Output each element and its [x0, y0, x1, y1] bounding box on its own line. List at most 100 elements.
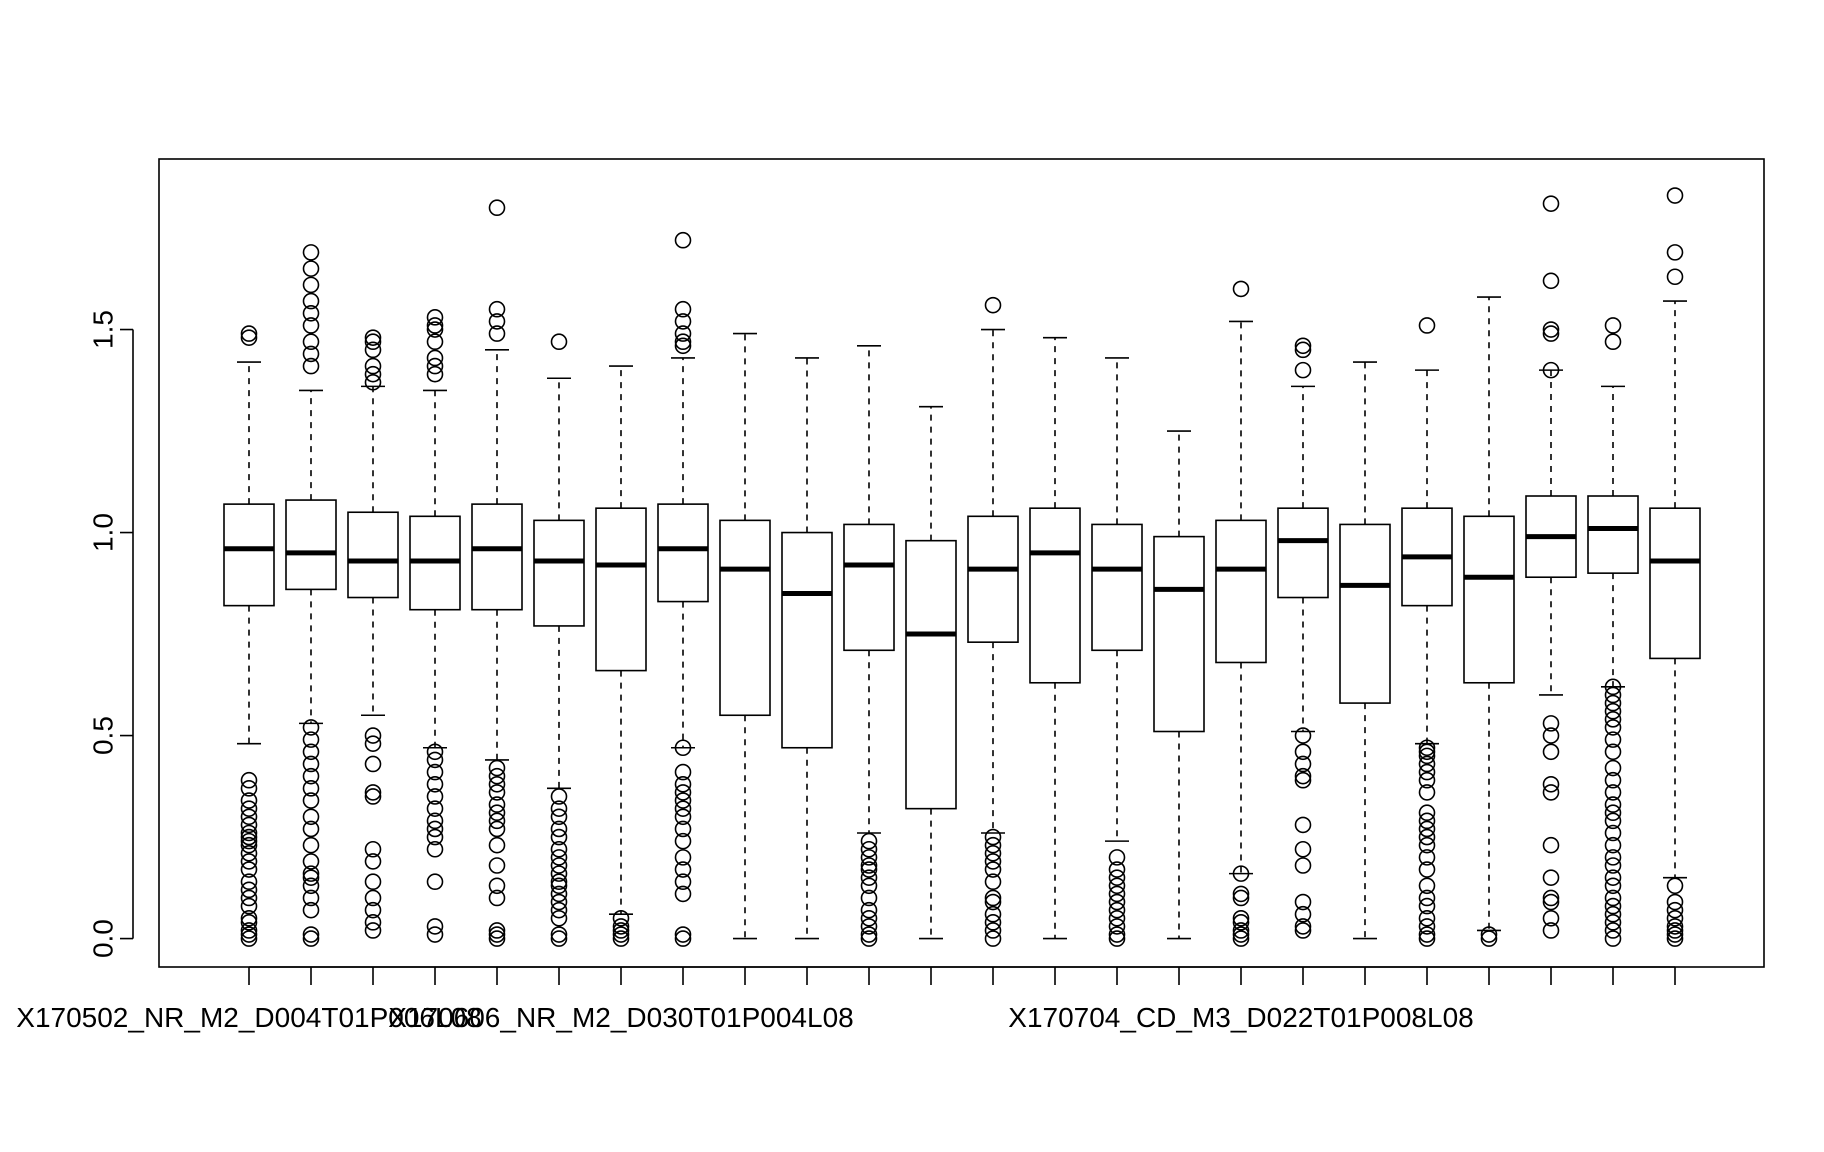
- outlier-point: [1418, 909, 1436, 927]
- outlier-point: [860, 930, 878, 947]
- outlier-point: [488, 926, 506, 943]
- outlier-point: [550, 857, 568, 874]
- outlier-point: [1418, 739, 1436, 757]
- interquartile-box: [533, 519, 585, 627]
- outlier-point: [240, 930, 258, 947]
- outlier-point: [1294, 918, 1312, 935]
- outlier-point: [1542, 889, 1560, 907]
- outlier-point: [1108, 849, 1126, 866]
- outlier-point: [488, 767, 506, 785]
- outlier-point: [550, 865, 568, 882]
- outlier-point: [1666, 918, 1684, 935]
- outlier-point: [984, 828, 1002, 846]
- outlier-point: [426, 763, 444, 781]
- outlier-point: [674, 300, 692, 318]
- outlier-point: [1604, 686, 1622, 704]
- y-axis: 0.0 0.5 1.0 1.5: [88, 310, 134, 958]
- outlier-point: [426, 357, 444, 375]
- outlier-point: [1418, 861, 1436, 878]
- box-10: [781, 357, 833, 940]
- outlier-point: [302, 304, 320, 322]
- outlier-point: [1418, 828, 1436, 846]
- x-tick-label: X170502_NR_M2_D004T01P006L08: [16, 1002, 481, 1033]
- interquartile-box: [1091, 523, 1143, 652]
- outlier-point: [1604, 694, 1622, 712]
- outlier-point: [1108, 885, 1126, 903]
- interquartile-box: [471, 503, 523, 611]
- outlier-point: [1232, 914, 1250, 931]
- outlier-point: [364, 889, 382, 907]
- outlier-point: [1294, 905, 1312, 923]
- outlier-point: [984, 889, 1002, 907]
- outlier-point: [1604, 836, 1622, 854]
- box-21: [1463, 296, 1515, 947]
- outlier-point: [364, 853, 382, 870]
- outlier-point: [240, 329, 258, 346]
- outlier-point: [550, 828, 568, 846]
- outlier-point: [674, 313, 692, 330]
- outlier-point: [1604, 678, 1622, 696]
- outlier-point: [1232, 280, 1250, 298]
- outlier-point: [1542, 893, 1560, 911]
- outlier-point: [1418, 889, 1436, 907]
- outlier-point: [1232, 885, 1250, 903]
- outlier-point: [426, 743, 444, 761]
- interquartile-box: [657, 503, 709, 603]
- outlier-point: [1604, 796, 1622, 813]
- outlier-point: [240, 914, 258, 931]
- outlier-point: [674, 337, 692, 355]
- outlier-point: [1604, 812, 1622, 830]
- outlier-point: [984, 845, 1002, 862]
- outlier-point: [364, 788, 382, 805]
- outlier-point: [302, 357, 320, 375]
- outlier-point: [488, 922, 506, 939]
- outlier-point: [302, 901, 320, 919]
- outlier-point: [364, 357, 382, 375]
- x-tick-label: X170704_CD_M3_D022T01P008L08: [1008, 1002, 1473, 1033]
- outlier-point: [984, 853, 1002, 870]
- box-16: [1153, 430, 1205, 940]
- outlier-point: [550, 885, 568, 903]
- outlier-point: [1542, 922, 1560, 939]
- outlier-point: [1418, 771, 1436, 789]
- outlier-point: [674, 775, 692, 793]
- box-17: [1215, 280, 1267, 947]
- outlier-point: [426, 828, 444, 846]
- outlier-point: [984, 836, 1002, 854]
- y-tick-label: 1.5: [88, 310, 119, 349]
- outlier-point: [1604, 759, 1622, 777]
- outlier-point: [1604, 857, 1622, 874]
- outlier-point: [1418, 926, 1436, 943]
- outlier-point: [1604, 930, 1622, 947]
- outlier-point: [1542, 869, 1560, 886]
- outlier-point: [1542, 775, 1560, 793]
- box-12: [905, 405, 957, 940]
- outlier-point: [302, 877, 320, 895]
- outlier-point: [426, 365, 444, 383]
- outlier-point: [488, 325, 506, 342]
- interquartile-box: [1463, 515, 1515, 684]
- outlier-point: [674, 792, 692, 809]
- outlier-point: [488, 812, 506, 830]
- outlier-point: [302, 930, 320, 947]
- outlier-point: [1542, 715, 1560, 732]
- outlier-point: [302, 719, 320, 736]
- interquartile-box: [1215, 519, 1267, 664]
- box-11: [843, 344, 895, 947]
- outlier-point: [1418, 918, 1436, 935]
- outlier-point: [240, 325, 258, 342]
- outlier-point: [1418, 836, 1436, 854]
- box-20: [1401, 317, 1453, 947]
- outlier-point: [1294, 337, 1312, 355]
- outlier-point: [1604, 869, 1622, 886]
- outlier-point: [302, 869, 320, 886]
- outlier-point: [426, 775, 444, 793]
- outlier-point: [674, 763, 692, 781]
- outlier-point: [1418, 763, 1436, 781]
- box-5: [471, 199, 523, 947]
- outlier-point: [1604, 743, 1622, 761]
- outlier-point: [1604, 905, 1622, 923]
- outlier-point: [1542, 836, 1560, 854]
- outlier-point: [550, 901, 568, 919]
- outlier-point: [240, 922, 258, 939]
